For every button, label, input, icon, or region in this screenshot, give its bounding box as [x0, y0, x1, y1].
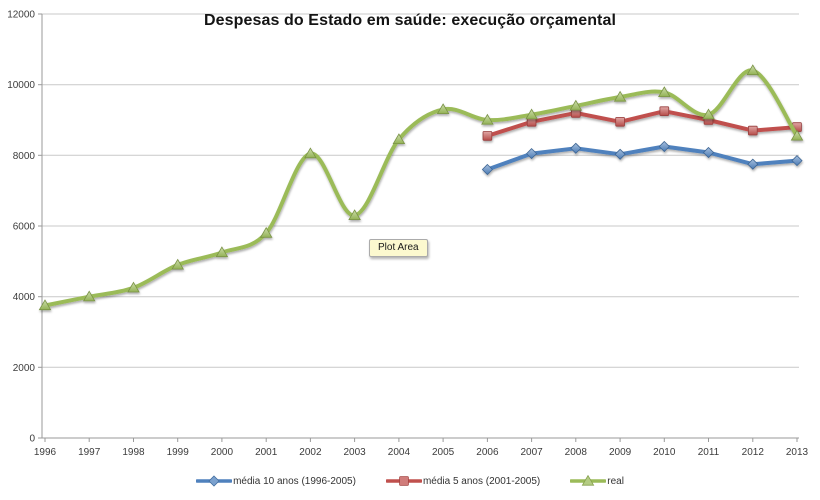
x-tick-label-2009: 2009	[609, 447, 632, 458]
diamond-marker-icon	[614, 148, 626, 160]
series-real[interactable]	[38, 64, 804, 311]
gridlines: 0 2000 4000 6000 8000 10000 12000 1996 1997 1998 1…	[7, 10, 808, 459]
y-tick-label-2000: 2000	[13, 363, 36, 374]
triangle-marker-icon	[581, 475, 595, 486]
square-marker-icon	[748, 125, 758, 136]
legend-label: média 10 anos (1996-2005)	[233, 475, 356, 487]
triangle-marker-icon	[215, 246, 229, 258]
y-tick-label-12000: 12000	[7, 10, 35, 21]
triangle-marker-icon	[304, 147, 317, 159]
diamond-marker-icon	[791, 155, 803, 167]
x-tick-label-1996: 1996	[34, 447, 57, 458]
y-tick-label-4000: 4000	[13, 292, 36, 303]
triangle-marker-icon	[702, 108, 715, 120]
triangle-marker-icon	[613, 90, 627, 102]
x-tick-label-2003: 2003	[343, 447, 366, 458]
y-tick-label-0: 0	[29, 434, 35, 445]
square-marker-icon	[659, 106, 670, 117]
diamond-marker-icon	[702, 146, 715, 159]
triangle-marker-icon	[658, 86, 671, 97]
series-line-media-5-anos	[485, 109, 799, 138]
diamond-marker-icon	[481, 163, 493, 176]
x-tick-label-2001: 2001	[255, 447, 278, 458]
x-tick-label-2007: 2007	[520, 447, 543, 458]
y-tick-label-6000: 6000	[13, 222, 36, 233]
x-tick-label-2004: 2004	[388, 447, 411, 458]
y-tick-label-8000: 8000	[13, 151, 36, 162]
x-tick-label-2005: 2005	[432, 447, 455, 458]
x-tick-label-2010: 2010	[653, 447, 676, 458]
square-marker-icon	[482, 131, 493, 141]
triangle-marker-icon	[38, 299, 52, 311]
diamond-marker-icon	[570, 142, 582, 154]
plot-area[interactable]: 0 2000 4000 6000 8000 10000 12000 1996 1997 1998 1…	[0, 0, 820, 466]
square-marker-icon	[399, 476, 409, 486]
legend: média 10 anos (1996-2005) média 5 anos (2…	[0, 471, 820, 491]
x-tick-label-2013: 2013	[786, 447, 809, 458]
plot-area-tooltip: Plot Area	[369, 239, 428, 257]
triangle-marker-icon	[171, 258, 184, 270]
triangle-marker-icon	[525, 108, 538, 120]
triangle-marker-icon	[348, 209, 361, 220]
triangle-marker-icon	[127, 281, 140, 293]
diamond-marker-icon	[658, 140, 670, 153]
legend-label: média 5 anos (2001-2005)	[422, 475, 541, 487]
triangle-marker-icon	[259, 226, 273, 238]
triangle-marker-icon	[436, 103, 450, 114]
x-tick-label-2008: 2008	[565, 447, 588, 458]
series-media-10-anos[interactable]	[481, 140, 803, 176]
diamond-marker-icon	[208, 475, 220, 487]
diamond-marker-icon	[526, 148, 538, 160]
legend-item-media-5-anos[interactable]: média 5 anos (2001-2005)	[385, 475, 541, 487]
triangle-marker-icon	[481, 113, 494, 125]
x-tick-label-2012: 2012	[742, 447, 765, 458]
triangle-marker-icon	[569, 99, 583, 111]
legend-swatch-triangle-icon	[570, 475, 607, 486]
x-tick-label-1997: 1997	[78, 447, 101, 458]
triangle-marker-icon	[82, 290, 96, 302]
legend-item-media-10-anos[interactable]: média 10 anos (1996-2005)	[196, 475, 356, 487]
legend-item-real[interactable]: real	[570, 475, 624, 487]
y-tick-label-10000: 10000	[7, 80, 35, 91]
legend-swatch-diamond-icon	[196, 475, 233, 487]
x-tick-label-1999: 1999	[167, 447, 190, 458]
diamond-marker-icon	[747, 158, 759, 170]
x-tick-label-2000: 2000	[211, 447, 234, 458]
triangle-marker-icon	[392, 133, 406, 144]
legend-swatch-square-icon	[385, 476, 422, 486]
triangle-marker-icon	[746, 64, 760, 76]
series-line-media-10-anos	[485, 144, 799, 172]
x-tick-label-2006: 2006	[476, 447, 499, 458]
x-tick-label-1998: 1998	[122, 447, 145, 458]
x-tick-label-2011: 2011	[698, 447, 720, 458]
legend-label: real	[607, 475, 624, 487]
x-tick-label-2002: 2002	[299, 447, 322, 458]
square-marker-icon	[615, 117, 625, 127]
series-line-real	[43, 68, 799, 308]
triangle-marker-icon	[790, 129, 804, 141]
